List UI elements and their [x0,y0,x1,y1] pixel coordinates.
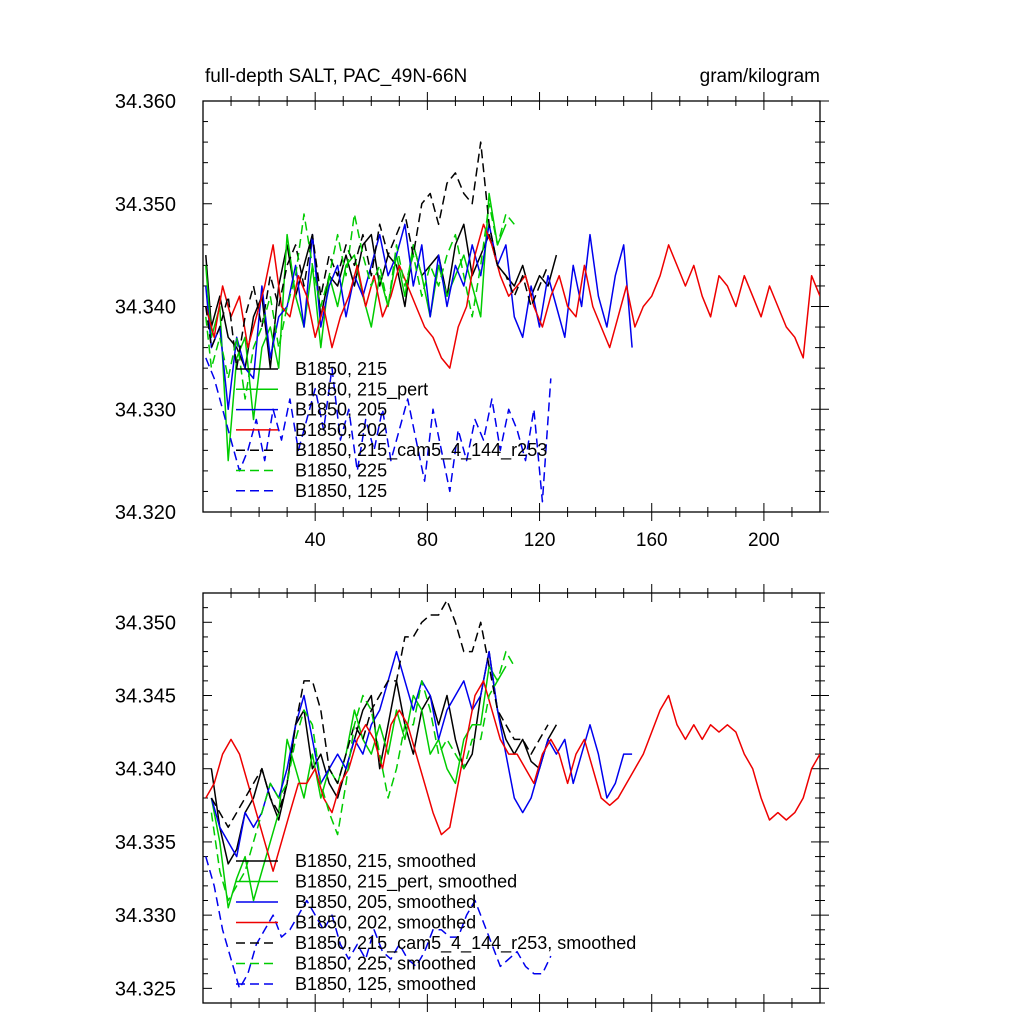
bottom-series-line-7 [205,856,552,990]
top-panel-units: gram/kilogram [700,66,820,87]
bottom-legend-label: B1850, 215, smoothed [295,851,476,871]
bottom-y-tick-label: 34.350 [115,612,176,634]
top-y-tick-label: 34.320 [115,502,176,524]
bottom-legend-label: B1850, 125, smoothed [295,974,476,994]
top-series-line-3 [205,223,633,411]
top-x-tick-label: 160 [636,530,668,551]
bottom-series-line-2 [210,665,507,909]
top-series-line-7 [205,357,552,503]
top-legend-label: B1850, 125 [295,481,387,501]
bottom-y-tick-label: 34.325 [115,978,176,1000]
bottom-series-line-5 [210,599,549,829]
bottom-y-tick-label: 34.335 [115,832,176,854]
top-x-tick-label: 80 [417,530,438,551]
top-series-group [205,141,820,503]
top-y-tick-label: 34.340 [115,297,176,319]
bottom-x-ticks [230,584,793,1012]
bottom-legend-label: B1850, 215_pert, smoothed [295,872,517,893]
top-x-tick-label: 40 [305,530,326,551]
top-legend-label: B1850, 215 [295,359,387,379]
top-legend-label: B1850, 215_pert [295,379,428,400]
top-legend-label: B1850, 215_cam5_4_144_r253 [295,440,547,461]
bottom-legend-label: B1850, 225, smoothed [295,954,476,974]
bottom-series-group [205,599,820,990]
top-panel-title: full-depth SALT, PAC_49N-66N [205,66,467,87]
bottom-panel: 34.325 34.330 34.335 34.340 34.345 34.350 B185… [115,584,829,1012]
top-x-tick-label: 120 [524,530,556,551]
bottom-y-tick-label: 34.330 [115,905,176,927]
top-legend-label: B1850, 205 [295,400,387,420]
top-panel: full-depth SALT, PAC_49N-66N gram/kilogr… [115,66,829,551]
bottom-legend-label: B1850, 202, smoothed [295,913,476,933]
bottom-y-tick-label: 34.340 [115,759,176,781]
top-x-ticks [230,92,793,521]
bottom-legend-label: B1850, 215_cam5_4_144_r253, smoothed [295,933,636,954]
bottom-legend-label: B1850, 205, smoothed [295,892,476,912]
bottom-series-line-4 [205,680,820,872]
bottom-series-line-6 [210,650,515,902]
top-series-line-2 [205,192,507,462]
top-series-line-6 [205,202,515,400]
top-series-line-5 [205,141,549,369]
bottom-y-ticks [203,592,829,1004]
top-legend-label: B1850, 225 [295,461,387,481]
top-y-ticks [203,100,829,513]
top-y-tick-label: 34.350 [115,194,176,216]
top-y-tick-label: 34.330 [115,399,176,421]
top-y-tick-label: 34.360 [115,91,176,113]
top-x-tick-label: 200 [748,530,780,551]
bottom-y-tick-label: 34.345 [115,686,176,708]
top-legend-label: B1850, 202 [295,420,387,440]
